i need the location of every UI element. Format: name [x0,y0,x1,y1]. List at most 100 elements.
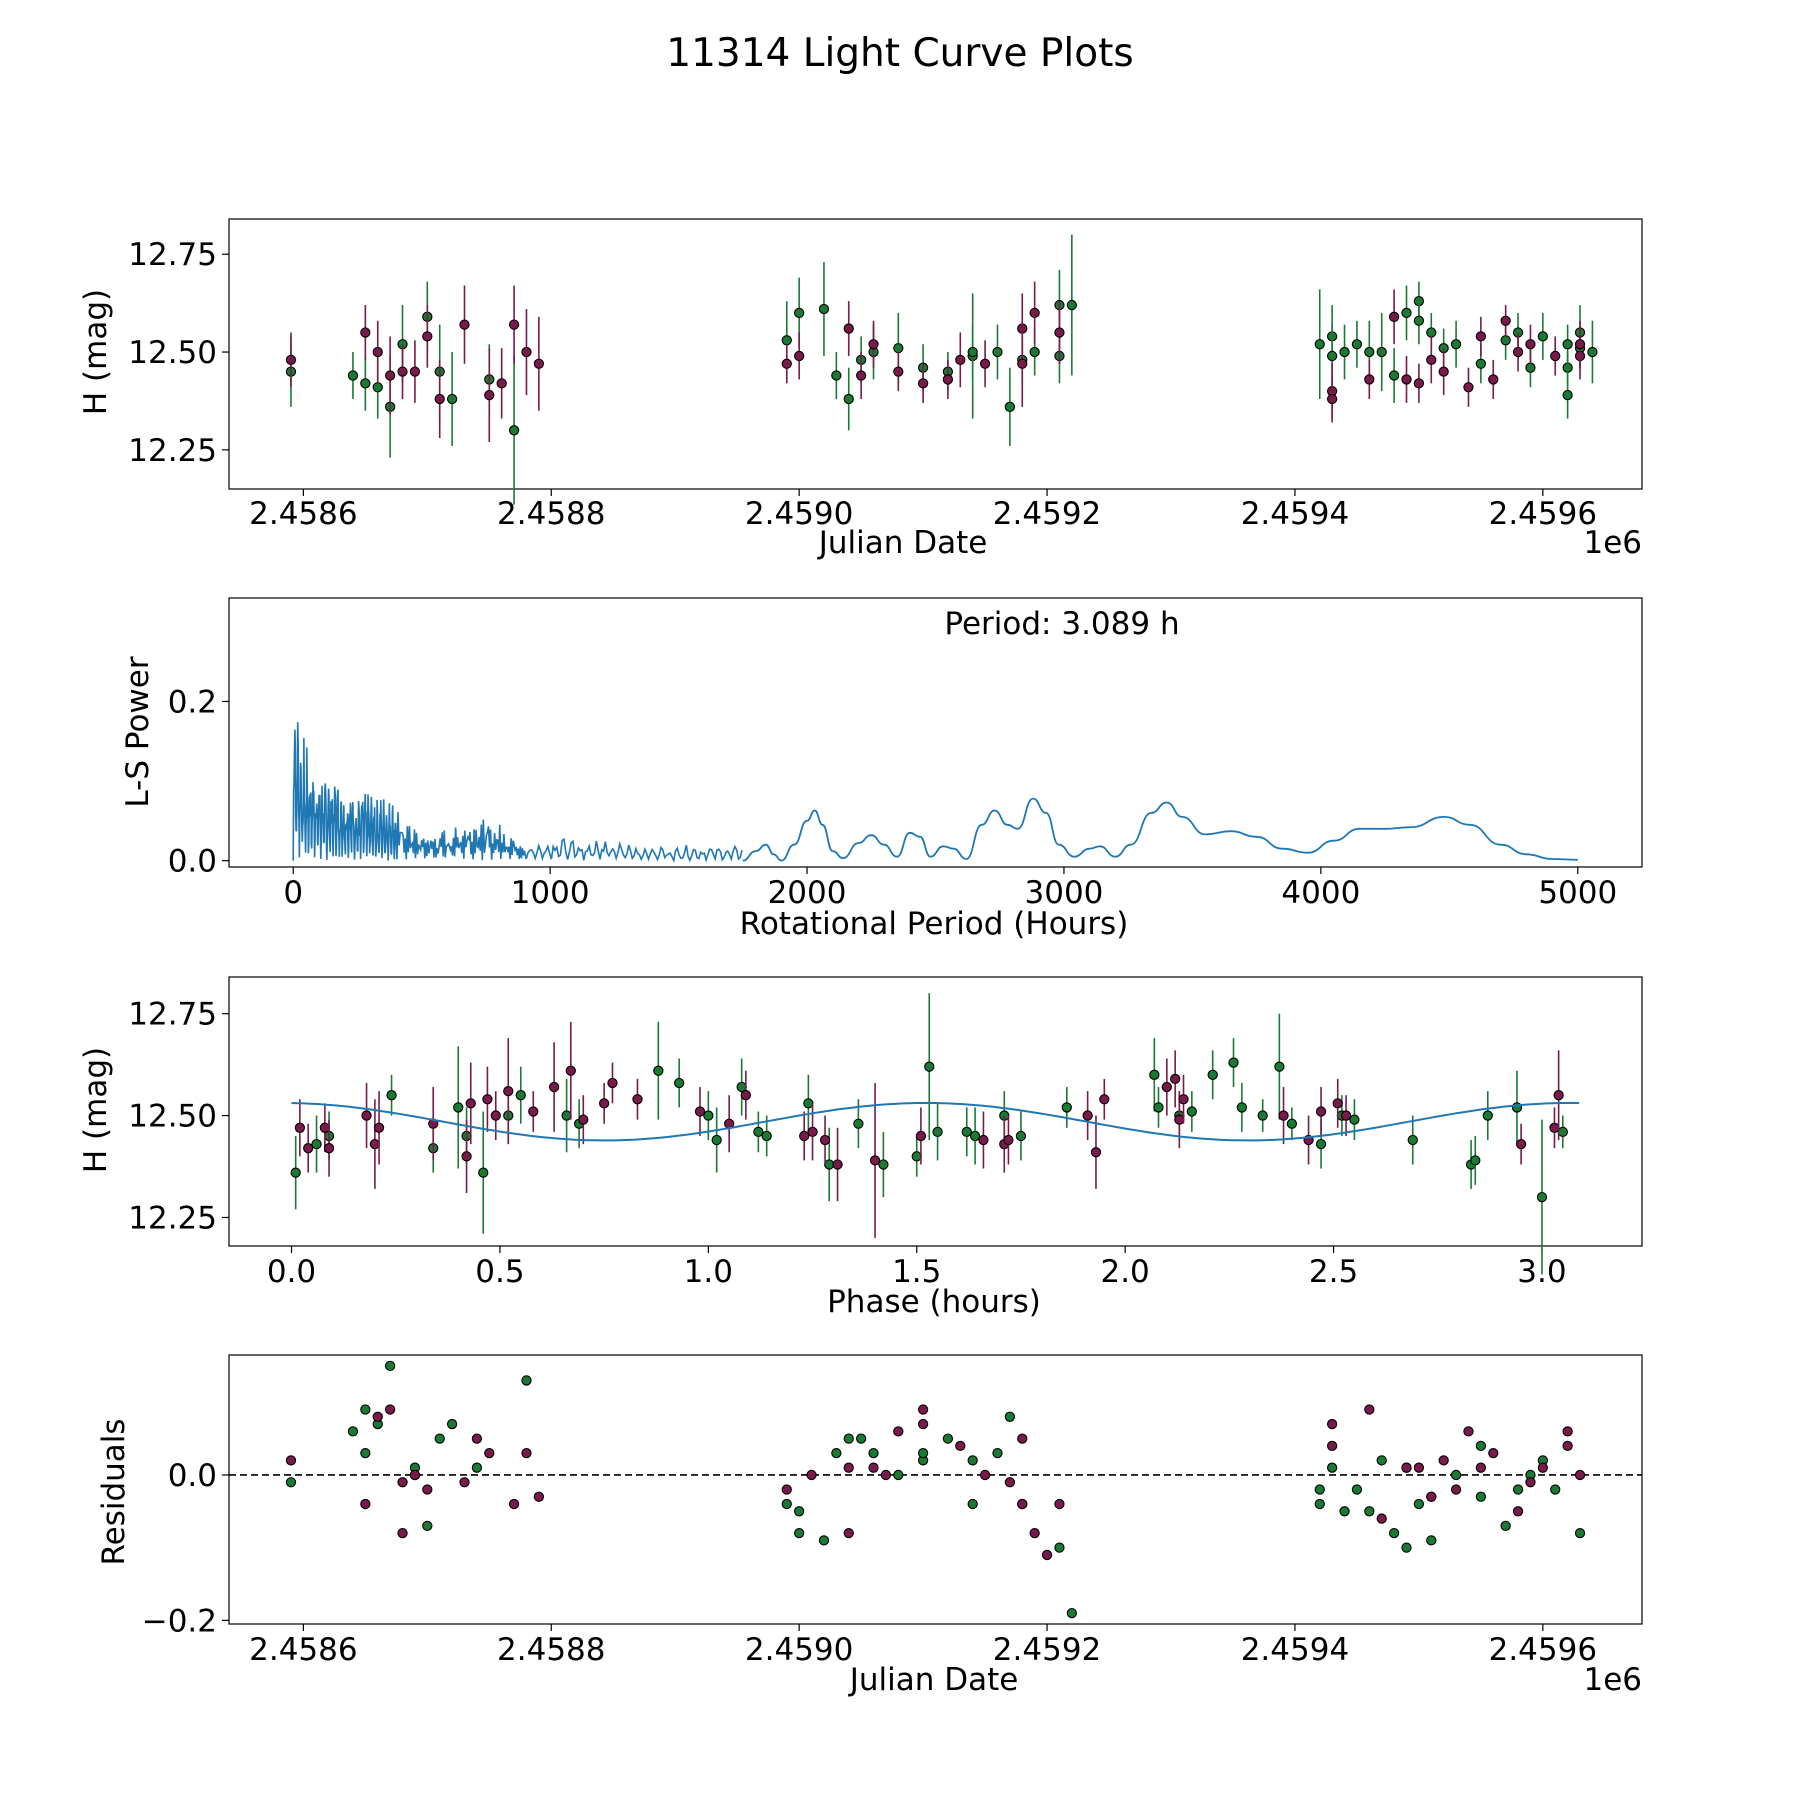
phased-point-green [1061,1102,1072,1113]
phased-point-magenta [461,1151,472,1162]
phased-point-green [561,1110,572,1121]
lightcurve-point-magenta [794,350,805,362]
lightcurve-ytick-label: 12.75 [128,237,217,273]
lightcurve-point-magenta [1574,339,1586,350]
lightcurve-point-green [1401,307,1412,319]
residuals-point-green [1364,1506,1375,1517]
lightcurve-point-green [1587,346,1598,358]
lightcurve-axes-frame [228,218,1643,490]
residuals-point-green [868,1447,879,1459]
lightcurve-point-green [1475,358,1487,369]
phased-point-green [969,1130,981,1142]
lightcurve-xtick-label: 2.4592 [993,496,1101,532]
residuals-point-green [1388,1527,1400,1539]
phased-point-magenta [1082,1110,1093,1121]
residuals-point-magenta [484,1447,495,1459]
phased-axes-frame [228,976,1643,1247]
residuals-point-magenta [521,1447,532,1459]
residuals-point-magenta [508,1498,520,1510]
residuals-point-magenta [459,1477,470,1488]
residuals-point-magenta [1017,1433,1028,1444]
lightcurve-point-green [1388,370,1400,381]
residuals-point-magenta [917,1418,929,1430]
residuals-point-green [1004,1411,1016,1422]
residuals-xtick-label: 2.4588 [497,1632,605,1668]
residuals-point-magenta [843,1462,854,1473]
lightcurve-point-green [1339,346,1350,358]
lightcurve-point-green [1351,339,1363,350]
lightcurve-point-magenta [1326,393,1338,405]
residuals-point-magenta [1041,1549,1053,1561]
lightcurve-point-magenta [1426,354,1437,366]
residuals-point-green [942,1433,954,1444]
residuals-point-magenta [1029,1527,1040,1539]
lightcurve-point-magenta [484,389,495,401]
residuals-point-green [285,1477,297,1488]
lightcurve-point-magenta [285,354,297,366]
phased-point-magenta [528,1106,539,1117]
lightcurve-point-magenta [979,358,991,369]
phased-point-green [878,1159,889,1170]
lightcurve-point-magenta [942,374,954,385]
residuals-axes-frame [228,1354,1643,1625]
residuals-xtick-label: 2.4586 [249,1632,357,1668]
residuals-point-green [360,1447,371,1459]
residuals-point-magenta [880,1469,892,1481]
residuals-point-green [794,1506,805,1517]
phased-point-green [1207,1069,1218,1080]
lightcurve-point-magenta [372,346,383,358]
phased-point-green [932,1126,943,1138]
residuals-point-green [521,1375,532,1386]
residuals-point-magenta [1525,1477,1536,1488]
phased-point-magenta [490,1110,501,1121]
residuals-point-green [1351,1484,1363,1495]
residuals-point-green [1314,1484,1325,1495]
lightcurve-xlabel: Julian Date [817,525,988,561]
phased-point-magenta [503,1085,514,1097]
periodogram-xtick-label: 4000 [1281,875,1360,911]
lightcurve-point-green [446,393,458,405]
residuals-point-magenta [1413,1462,1425,1473]
lightcurve-point-magenta [1364,374,1375,385]
residuals-point-magenta [1450,1484,1462,1495]
residuals-point-magenta [1438,1455,1449,1466]
lightcurve-point-green [831,370,842,381]
phased-point-magenta [1170,1073,1181,1085]
lightcurve-point-magenta [1500,315,1511,326]
phased-point-green [911,1151,922,1162]
phased-point-green [674,1077,685,1089]
phased-point-magenta [607,1077,618,1089]
lightcurve-point-magenta [1488,374,1499,385]
phased-point-magenta [303,1143,314,1154]
phased-point-magenta [294,1122,306,1133]
residuals-point-green [1326,1462,1338,1473]
phased-panel: Phase (hours) H (mag) 0.0 0.5 1.0 1.5 2.0 2.5… [78,976,1643,1320]
residuals-point-magenta [372,1411,383,1422]
lightcurve-point-green [1326,350,1338,362]
lightcurve-point-green [818,303,830,315]
lightcurve-point-green [967,346,978,358]
periodogram-smooth-line [742,797,1578,862]
phased-point-green [1557,1126,1568,1138]
residuals-point-magenta [1364,1404,1375,1415]
phased-point-magenta [1332,1098,1343,1109]
phased-point-magenta [1515,1138,1527,1150]
phased-xtick-label: 0.5 [475,1254,524,1290]
phased-point-green [386,1090,397,1101]
phased-point-magenta [632,1094,643,1105]
lightcurve-point-green [1426,327,1437,338]
phased-point-magenta [1553,1090,1564,1101]
lightcurve-point-green [1537,331,1548,342]
lightcurve-point-magenta [508,319,520,330]
lightcurve-ylabel: H (mag) [78,289,114,415]
phased-point-green [961,1126,972,1138]
lightcurve-point-green [1562,362,1573,373]
figure-title: 11314 Light Curve Plots [666,31,1133,76]
residuals-ytick-label: −0.2 [142,1603,217,1639]
periodogram-xtick-label: 5000 [1538,875,1617,911]
lightcurve-point-green [992,346,1003,358]
phased-point-magenta [1278,1110,1289,1121]
residuals-point-green [1413,1498,1425,1510]
lightcurve-point-green [1029,346,1040,358]
lightcurve-xtick-label: 2.4596 [1489,496,1597,532]
